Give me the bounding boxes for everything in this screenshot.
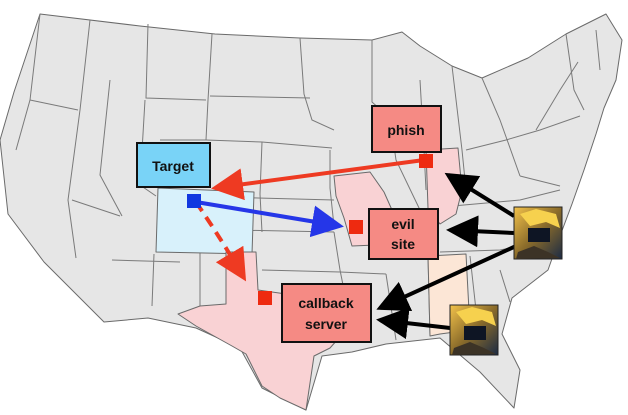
- phish-marker: [419, 154, 433, 168]
- arrow-phish-to-target: [211, 158, 425, 201]
- evil-site-marker: [349, 220, 363, 234]
- arrow-attacker2-to-callback: [376, 307, 451, 340]
- callback-server-node: callback server: [281, 283, 372, 343]
- target-marker: [187, 194, 201, 208]
- attacker-avatar-top: [513, 206, 563, 260]
- callback-marker: [258, 291, 272, 305]
- phish-node: phish: [371, 105, 442, 153]
- phish-label: phish: [387, 122, 424, 138]
- evil-site-node: evil site: [368, 208, 439, 260]
- attacker-avatar-bottom: [449, 304, 499, 356]
- evil-site-label-line2: site: [391, 236, 415, 252]
- target-label: Target: [152, 158, 194, 174]
- colorado-state: [155, 187, 255, 255]
- arrow-target-to-callback: [194, 200, 247, 282]
- arrow-attacker-to-callback: [376, 244, 517, 311]
- callback-label-line2: server: [305, 316, 348, 332]
- arrow-attacker-to-evil-site: [446, 215, 515, 248]
- arrow-attacker-to-phish: [444, 172, 516, 218]
- callback-label-line1: callback: [298, 295, 353, 311]
- evil-site-label-line1: evil: [391, 216, 414, 232]
- arrows: [194, 158, 517, 340]
- arrow-target-to-evil-site: [195, 200, 344, 238]
- target-node: Target: [136, 142, 211, 188]
